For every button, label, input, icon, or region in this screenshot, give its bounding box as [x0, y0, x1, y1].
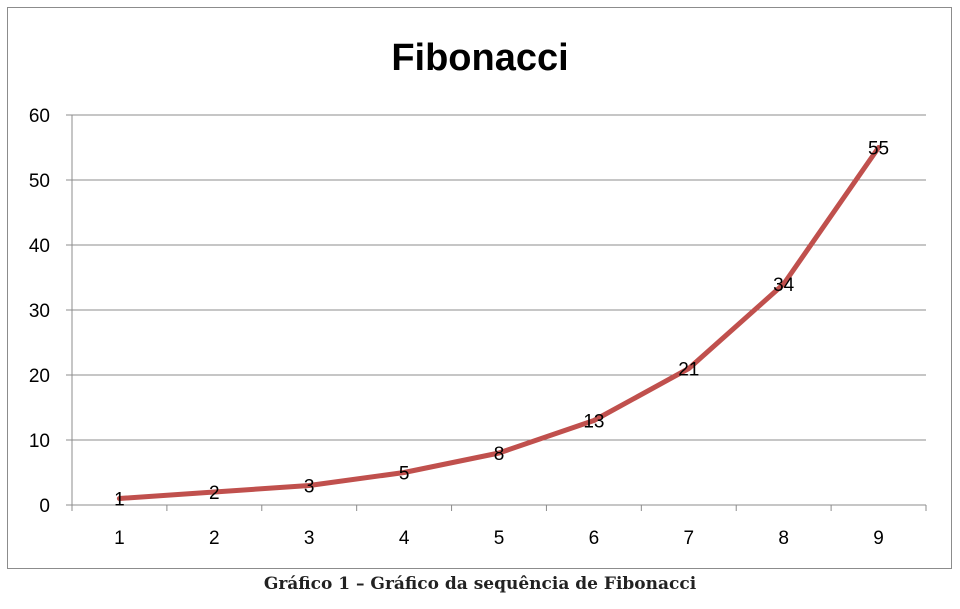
chart-title: Fibonacci — [391, 37, 568, 79]
gridlines — [72, 114, 926, 441]
data-label-9: 55 — [868, 139, 889, 160]
x-tick-label-5: 5 — [494, 528, 505, 549]
data-labels: 1 2 3 5 8 13 21 34 55 — [114, 139, 889, 511]
data-label-5: 8 — [494, 444, 505, 465]
data-label-6: 13 — [583, 412, 604, 433]
series-line — [116, 145, 882, 501]
data-label-8: 34 — [773, 275, 795, 296]
x-tick-label-7: 7 — [683, 528, 694, 549]
chart-frame — [7, 7, 952, 569]
x-tick-label-6: 6 — [589, 528, 600, 549]
y-tick-label-40: 40 — [29, 236, 50, 257]
y-tick-label-20: 20 — [29, 366, 50, 387]
x-tick-label-1: 1 — [114, 528, 125, 549]
series-line-0 — [116, 145, 882, 501]
y-tick-label-50: 50 — [29, 171, 50, 192]
data-label-4: 5 — [399, 464, 410, 485]
y-tick-label-0: 0 — [39, 496, 50, 517]
data-label-2: 2 — [209, 483, 220, 504]
data-label-7: 21 — [678, 360, 699, 381]
x-tick-label-3: 3 — [304, 528, 315, 549]
y-tick-label-60: 60 — [29, 106, 50, 127]
data-label-3: 3 — [304, 477, 315, 498]
x-tick-label-4: 4 — [399, 528, 410, 549]
data-label-1: 1 — [114, 490, 125, 511]
y-tick-label-30: 30 — [29, 301, 50, 322]
x-tick-label-8: 8 — [778, 528, 789, 549]
y-tick-label-10: 10 — [29, 431, 50, 452]
x-tick-label-2: 2 — [209, 528, 220, 549]
figure-caption: Gráfico 1 – Gráfico da sequência de Fibo… — [263, 574, 697, 594]
x-tick-label-9: 9 — [873, 528, 884, 549]
